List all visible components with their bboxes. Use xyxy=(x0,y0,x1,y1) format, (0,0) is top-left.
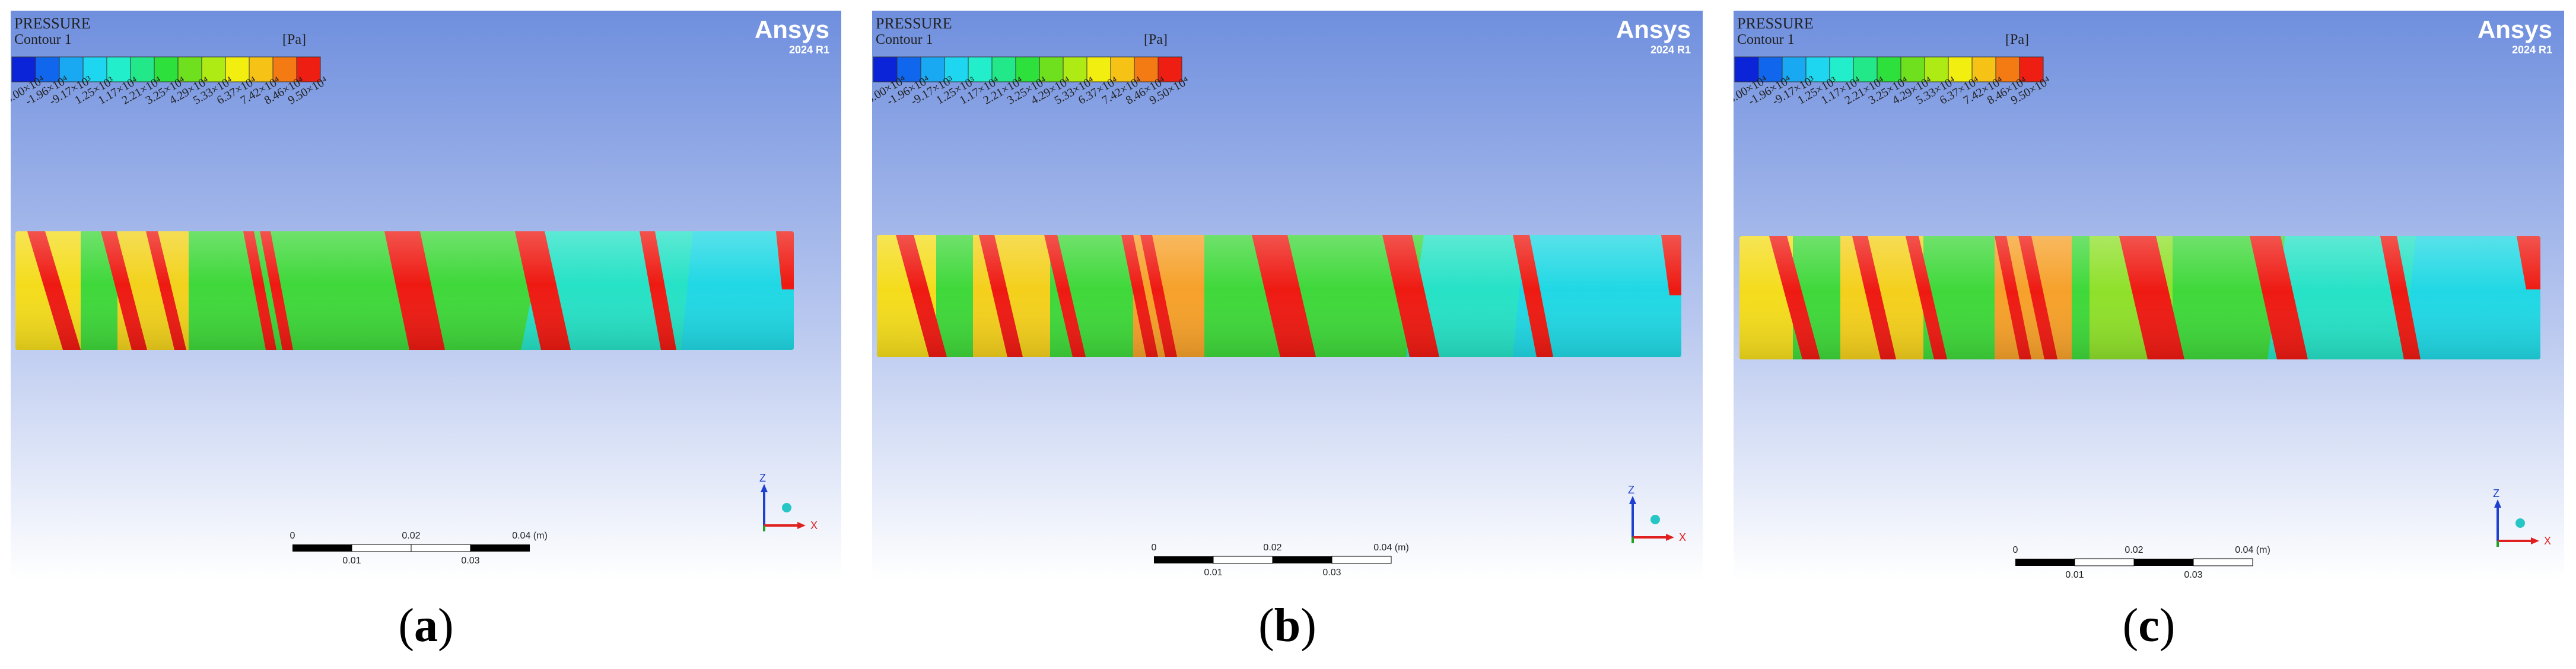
legend-variable: PRESSURE xyxy=(1737,15,1814,32)
legend-contour: Contour 1 xyxy=(1737,32,1795,47)
ansys-logo: Ansys xyxy=(1616,15,1691,43)
axis-triad-icon: Z X xyxy=(1628,484,1686,543)
legend-swatch xyxy=(1157,56,1182,82)
legend-colorbar xyxy=(873,56,1182,82)
legend-swatch xyxy=(1734,56,1759,82)
legend-swatch xyxy=(249,56,273,82)
legend-swatch xyxy=(130,56,155,82)
axis-x-label: X xyxy=(1679,531,1686,543)
legend-unit: [Pa] xyxy=(1144,32,1168,47)
legend-swatch xyxy=(2019,56,2044,82)
caption-b: (b) xyxy=(1258,600,1316,652)
legend-swatch xyxy=(296,56,321,82)
pipe-contour xyxy=(15,231,794,350)
legend-swatch xyxy=(896,56,921,82)
axis-z-label: Z xyxy=(1628,484,1634,496)
scale-label-003: 0.03 xyxy=(461,556,479,566)
legend-contour: Contour 1 xyxy=(876,32,933,47)
viewport-b: PRESSURE Contour 1 [Pa] -3.00×10⁴-1.96×1… xyxy=(872,11,1703,580)
scale-label-001: 0.01 xyxy=(1204,568,1222,578)
ansys-logo: Ansys xyxy=(755,15,829,43)
panel-b: PRESSURE Contour 1 [Pa] -3.00×10⁴ -1.96×1… xyxy=(872,11,1703,580)
legend-swatch xyxy=(873,56,898,82)
legend-swatch xyxy=(272,56,297,82)
legend-swatch xyxy=(1877,56,1901,82)
legend-swatch xyxy=(201,56,226,82)
scale-label-002: 0.02 xyxy=(402,531,420,541)
viewport-a: PRESSURE Contour 1 [Pa] -3.00×10⁴-1.96×1… xyxy=(11,11,841,580)
scale-bar: 0 0.02 0.04 (m) 0.01 0.03 xyxy=(2013,545,2270,580)
axis-z-label: Z xyxy=(759,472,766,484)
legend-swatch xyxy=(1924,56,1949,82)
axis-x-label: X xyxy=(810,520,818,531)
scale-label-002: 0.02 xyxy=(1263,543,1281,553)
legend-swatch xyxy=(944,56,969,82)
axis-z-label: Z xyxy=(2493,488,2499,499)
legend-swatch xyxy=(920,56,945,82)
legend-swatch xyxy=(1829,56,1854,82)
axis-x-label: X xyxy=(2544,535,2551,547)
panel-c: PRESSURE Contour 1 [Pa] -3.00×10⁴ -1.96×1… xyxy=(1734,11,2564,580)
legend-swatch xyxy=(1853,56,1878,82)
legend-colorbar xyxy=(11,56,321,82)
scale-label-004: 0.04 (m) xyxy=(1373,543,1409,553)
scale-label-003: 0.03 xyxy=(2184,570,2202,580)
legend-swatch xyxy=(1900,56,1925,82)
axis-triad-icon: Z X xyxy=(759,472,818,531)
panel-a: PRESSURE Contour 1 [Pa] -3.00×10⁴ -1.96×1… xyxy=(11,11,841,580)
legend-unit: [Pa] xyxy=(2005,32,2029,47)
scale-label-0: 0 xyxy=(1152,543,1157,553)
scale-label-001: 0.01 xyxy=(342,556,361,566)
legend-swatch xyxy=(106,56,131,82)
legend-swatch xyxy=(991,56,1016,82)
legend-swatch xyxy=(1995,56,2020,82)
pipe-contour xyxy=(877,235,1681,357)
legend-unit: [Pa] xyxy=(282,32,306,47)
scale-bar: 0 0.02 0.04 (m) 0.01 0.03 xyxy=(290,531,548,566)
scale-label-004: 0.04 (m) xyxy=(512,531,548,541)
viewport-c: PRESSURE Contour 1 [Pa] -3.00×10⁴-1.96×1… xyxy=(1734,11,2564,580)
scale-label-0: 0 xyxy=(290,531,295,541)
ansys-version: 2024 R1 xyxy=(789,44,829,56)
scale-label-0: 0 xyxy=(2013,545,2018,555)
scale-label-004: 0.04 (m) xyxy=(2235,545,2270,555)
ansys-version: 2024 R1 xyxy=(2512,44,2552,56)
caption-c: (c) xyxy=(2122,600,2176,652)
legend-swatch xyxy=(1782,56,1807,82)
legend-variable: PRESSURE xyxy=(14,15,91,32)
axis-triad-icon: Z X xyxy=(2493,488,2551,547)
legend-swatch xyxy=(59,56,84,82)
legend-swatch xyxy=(35,56,60,82)
scale-label-002: 0.02 xyxy=(2125,545,2143,555)
legend-swatch xyxy=(177,56,202,82)
ansys-version: 2024 R1 xyxy=(1650,44,1691,56)
legend-contour: Contour 1 xyxy=(14,32,72,47)
legend-swatch xyxy=(1805,56,1830,82)
ansys-logo: Ansys xyxy=(2478,15,2552,43)
legend-swatch xyxy=(82,56,107,82)
legend-variable: PRESSURE xyxy=(876,15,952,32)
legend-swatch xyxy=(11,56,36,82)
scale-bar: 0 0.02 0.04 (m) 0.01 0.03 xyxy=(1152,543,1409,578)
scale-label-003: 0.03 xyxy=(1322,568,1341,578)
legend-swatch xyxy=(225,56,250,82)
legend-colorbar xyxy=(1734,56,2044,82)
pipe-contour xyxy=(1739,236,2540,359)
caption-a: (a) xyxy=(398,600,454,652)
scale-label-001: 0.01 xyxy=(2065,570,2084,580)
